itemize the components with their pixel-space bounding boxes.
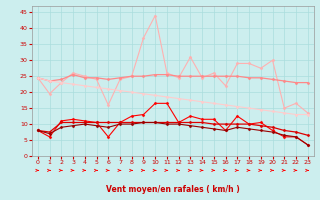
X-axis label: Vent moyen/en rafales ( km/h ): Vent moyen/en rafales ( km/h ) [106, 185, 240, 194]
